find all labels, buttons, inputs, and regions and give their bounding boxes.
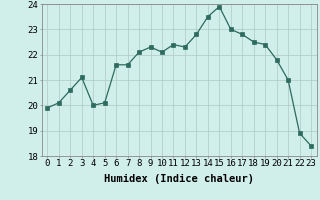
X-axis label: Humidex (Indice chaleur): Humidex (Indice chaleur): [104, 174, 254, 184]
